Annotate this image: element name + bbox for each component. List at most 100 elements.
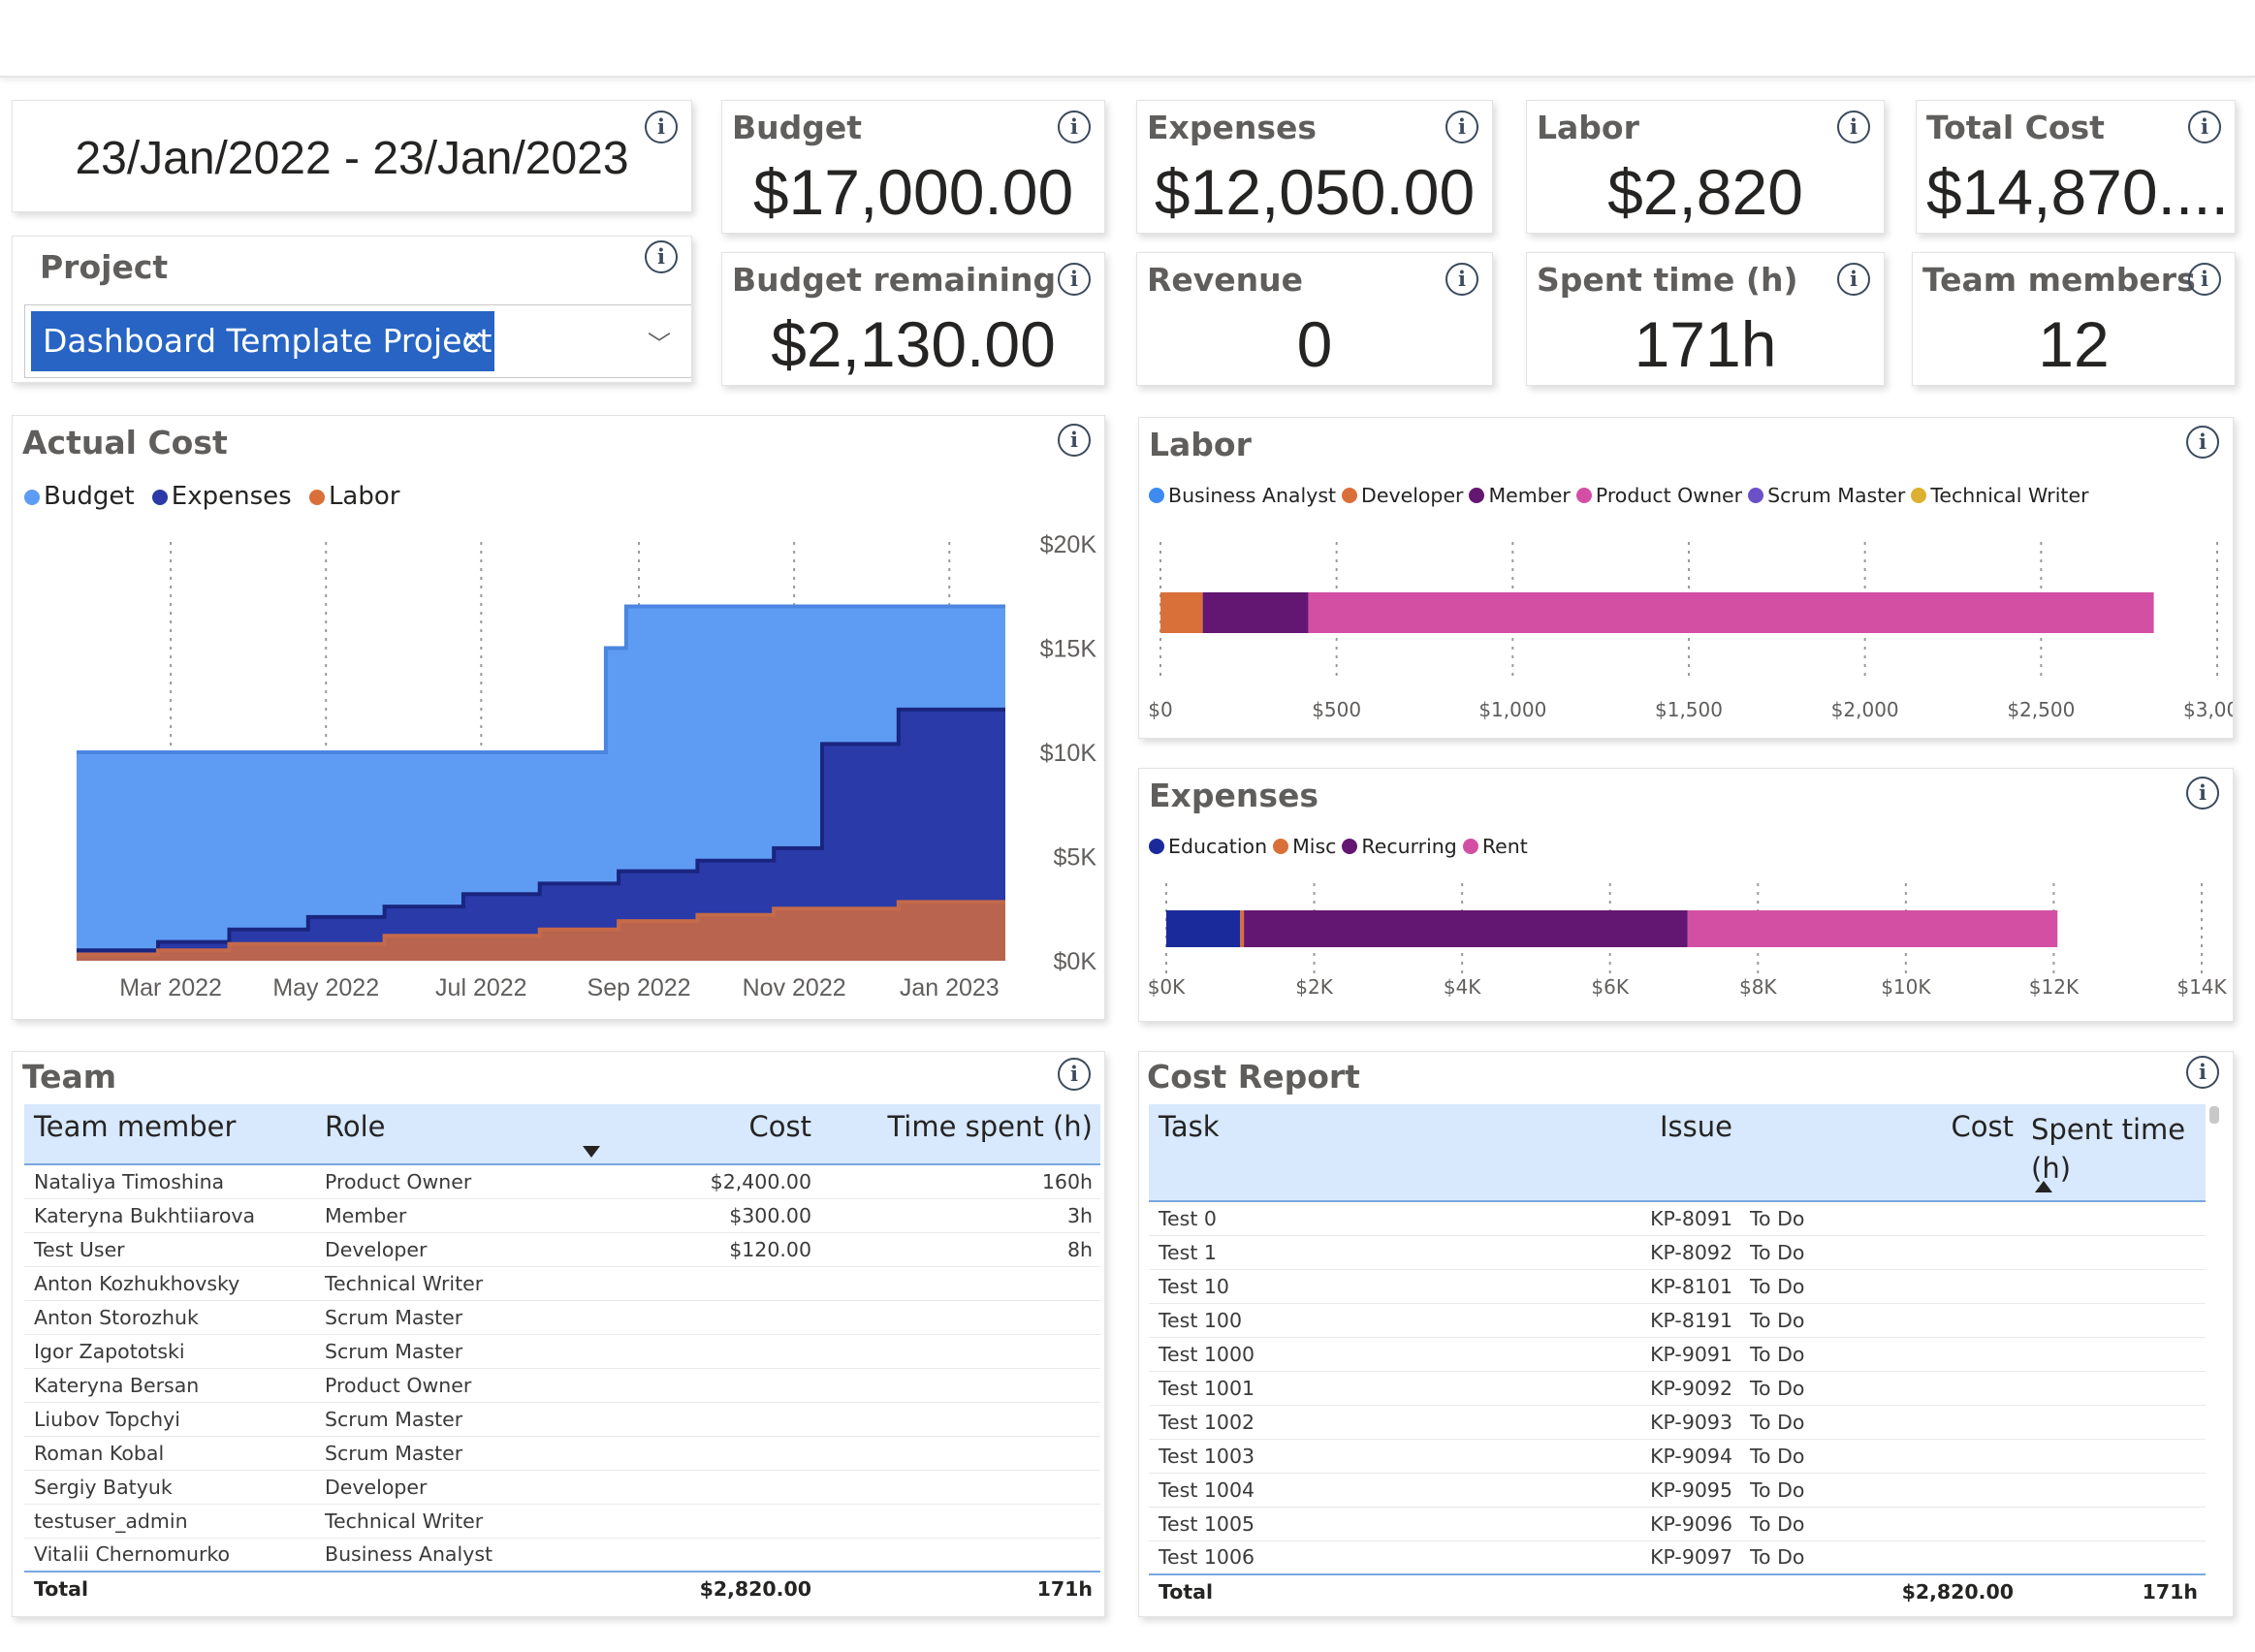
chevron-down-icon[interactable]: ﹀ [648,331,671,358]
project-dropdown[interactable]: Dashboard Template Project ✕ ﹀ [24,304,691,378]
info-icon[interactable]: i [2188,111,2221,143]
cell-cost [1857,1337,2021,1372]
col-time-spent[interactable]: Time spent (h) [819,1104,1100,1165]
x-tick-label: $3,000 [2183,698,2233,721]
cell-cost [1857,1507,2021,1541]
legend-item[interactable]: Member [1469,484,1571,507]
bar-segment[interactable] [1308,592,2154,633]
table-row[interactable]: Test 1002 KP-9093 To Do [1149,1405,2206,1440]
info-icon[interactable]: i [1058,263,1091,296]
cell-issue: KP-8091 [1478,1201,1740,1236]
sort-desc-icon[interactable] [583,1146,600,1158]
expenses-chart[interactable]: $0K $2K $4K $6K $8K $10K $12K $14K [1139,769,2233,1021]
col-team-member[interactable]: Team member [24,1104,315,1165]
legend-item[interactable]: Budget [24,482,135,511]
info-icon[interactable]: i [1837,111,1870,143]
top-bar [0,0,2255,78]
table-row[interactable]: Nataliya Timoshina Product Owner $2,400.00… [24,1164,1100,1199]
bar-segment[interactable] [1244,910,1688,947]
actual-cost-chart[interactable]: Mar 2022 May 2022 Jul 2022 Sep 2022 Nov 2022… [13,416,1104,1019]
x-tick-label: $14K [2176,975,2227,999]
table-row[interactable]: Anton Kozhukhovsky Technical Writer [24,1266,1100,1301]
col-role[interactable]: Role [315,1104,606,1165]
table-row[interactable]: Kateryna Bersan Product Owner [24,1368,1100,1403]
info-icon[interactable]: i [1445,111,1478,143]
cell-task: Test 1002 [1149,1405,1478,1440]
legend-item[interactable]: Rent [1462,835,1528,858]
table-row[interactable]: Vitalii Chernomurko Business Analyst [24,1538,1100,1573]
col-cost[interactable]: Cost [606,1104,819,1165]
col-spent-time[interactable]: Spent time (h) [2021,1104,2206,1202]
info-icon[interactable]: i [645,240,678,273]
table-row[interactable]: Sergiy Batyuk Developer [24,1470,1100,1505]
legend-item[interactable]: Labor [308,482,399,511]
table-row[interactable]: Test 1 KP-8092 To Do [1149,1235,2206,1270]
cell-cost [1857,1201,2021,1236]
info-icon[interactable]: i [2188,263,2221,296]
info-icon[interactable]: i [1058,424,1091,457]
table-row[interactable]: Test 0 KP-8091 To Do [1149,1201,2206,1236]
scrollbar-thumb[interactable] [2209,1106,2219,1124]
table-row[interactable]: Test User Developer $120.00 8h [24,1232,1100,1267]
legend-item[interactable]: Recurring [1342,835,1457,858]
x-tick-label: $500 [1312,698,1361,721]
bar-segment[interactable] [1166,910,1241,947]
labor-chart[interactable]: $0 $500 $1,000 $1,500 $2,000 $2,500 $3,000 [1139,418,2233,738]
remove-chip-icon[interactable]: ✕ [461,325,485,357]
expenses-card: Expenses i Education Misc Recurring Rent $0… [1138,768,2234,1022]
legend-item[interactable]: Technical Writer [1911,484,2089,507]
date-range-text: 23/Jan/2022 - 23/Jan/2023 [75,133,629,184]
cell-issue: KP-8092 [1478,1235,1740,1270]
table-row[interactable]: Liubov Topchyi Scrum Master [24,1402,1100,1437]
col-cost[interactable]: Cost [1857,1104,2021,1202]
legend-dot [1149,839,1164,854]
cell-status: To Do [1740,1269,1857,1304]
legend-item[interactable]: Business Analyst [1149,484,1336,507]
info-icon[interactable]: i [645,111,678,143]
table-row[interactable]: Test 1005 KP-9096 To Do [1149,1507,2206,1541]
cell-cost [1857,1473,2021,1508]
sort-asc-icon[interactable] [2035,1181,2052,1192]
table-row[interactable]: Igor Zapototski Scrum Master [24,1334,1100,1369]
table-row[interactable]: Test 100 KP-8191 To Do [1149,1303,2206,1338]
table-row[interactable]: Test 10 KP-8101 To Do [1149,1269,2206,1304]
legend-label: Product Owner [1595,484,1743,507]
table-row[interactable]: Test 1003 KP-9094 To Do [1149,1439,2206,1474]
selected-project-chip[interactable]: Dashboard Template Project ✕ [31,311,494,371]
info-icon[interactable]: i [1445,263,1478,296]
legend-item[interactable]: Product Owner [1575,484,1743,507]
table-row[interactable]: testuser_admin Technical Writer [24,1504,1100,1539]
table-row[interactable]: Test 1004 KP-9095 To Do [1149,1473,2206,1508]
info-icon[interactable]: i [2186,777,2219,810]
team-table: Team member Role Cost Time spent (h) Nat… [24,1104,1100,1605]
table-row[interactable]: Kateryna Bukhtiiarova Member $300.00 3h [24,1198,1100,1233]
col-issue[interactable]: Issue [1478,1104,1740,1202]
bar-segment[interactable] [1160,592,1203,633]
cell-cost [606,1436,819,1471]
table-row[interactable]: Roman Kobal Scrum Master [24,1436,1100,1471]
cell-cost: $2,400.00 [606,1164,819,1199]
kpi-title: Total Cost [1926,109,2105,146]
legend-item[interactable]: Misc [1273,835,1336,858]
legend-item[interactable]: Education [1149,835,1267,858]
info-icon[interactable]: i [2186,426,2219,459]
table-row[interactable]: Test 1006 KP-9097 To Do [1149,1541,2206,1575]
cell-cost [1857,1405,2021,1440]
table-row[interactable]: Anton Storozhuk Scrum Master [24,1300,1100,1335]
bar-segment[interactable] [1202,592,1309,633]
kpi-value: $17,000.00 [752,156,1074,228]
legend-item[interactable]: Scrum Master [1748,484,1905,507]
info-icon[interactable]: i [1058,1058,1091,1091]
bar-segment[interactable] [1687,910,2058,947]
legend-item[interactable]: Expenses [151,482,292,511]
cell-time [819,1436,1100,1471]
legend-item[interactable]: Developer [1342,484,1463,507]
info-icon[interactable]: i [2186,1056,2219,1089]
info-icon[interactable]: i [1058,111,1091,143]
table-row[interactable]: Test 1001 KP-9092 To Do [1149,1371,2206,1406]
table-row[interactable]: Test 1000 KP-9091 To Do [1149,1337,2206,1372]
col-task[interactable]: Task [1149,1104,1478,1202]
info-icon[interactable]: i [1837,263,1870,296]
bar-segment[interactable] [1240,910,1245,947]
cost-report-table: Task Issue Cost Spent time (h) Test 0 KP-… [1149,1104,2206,1608]
